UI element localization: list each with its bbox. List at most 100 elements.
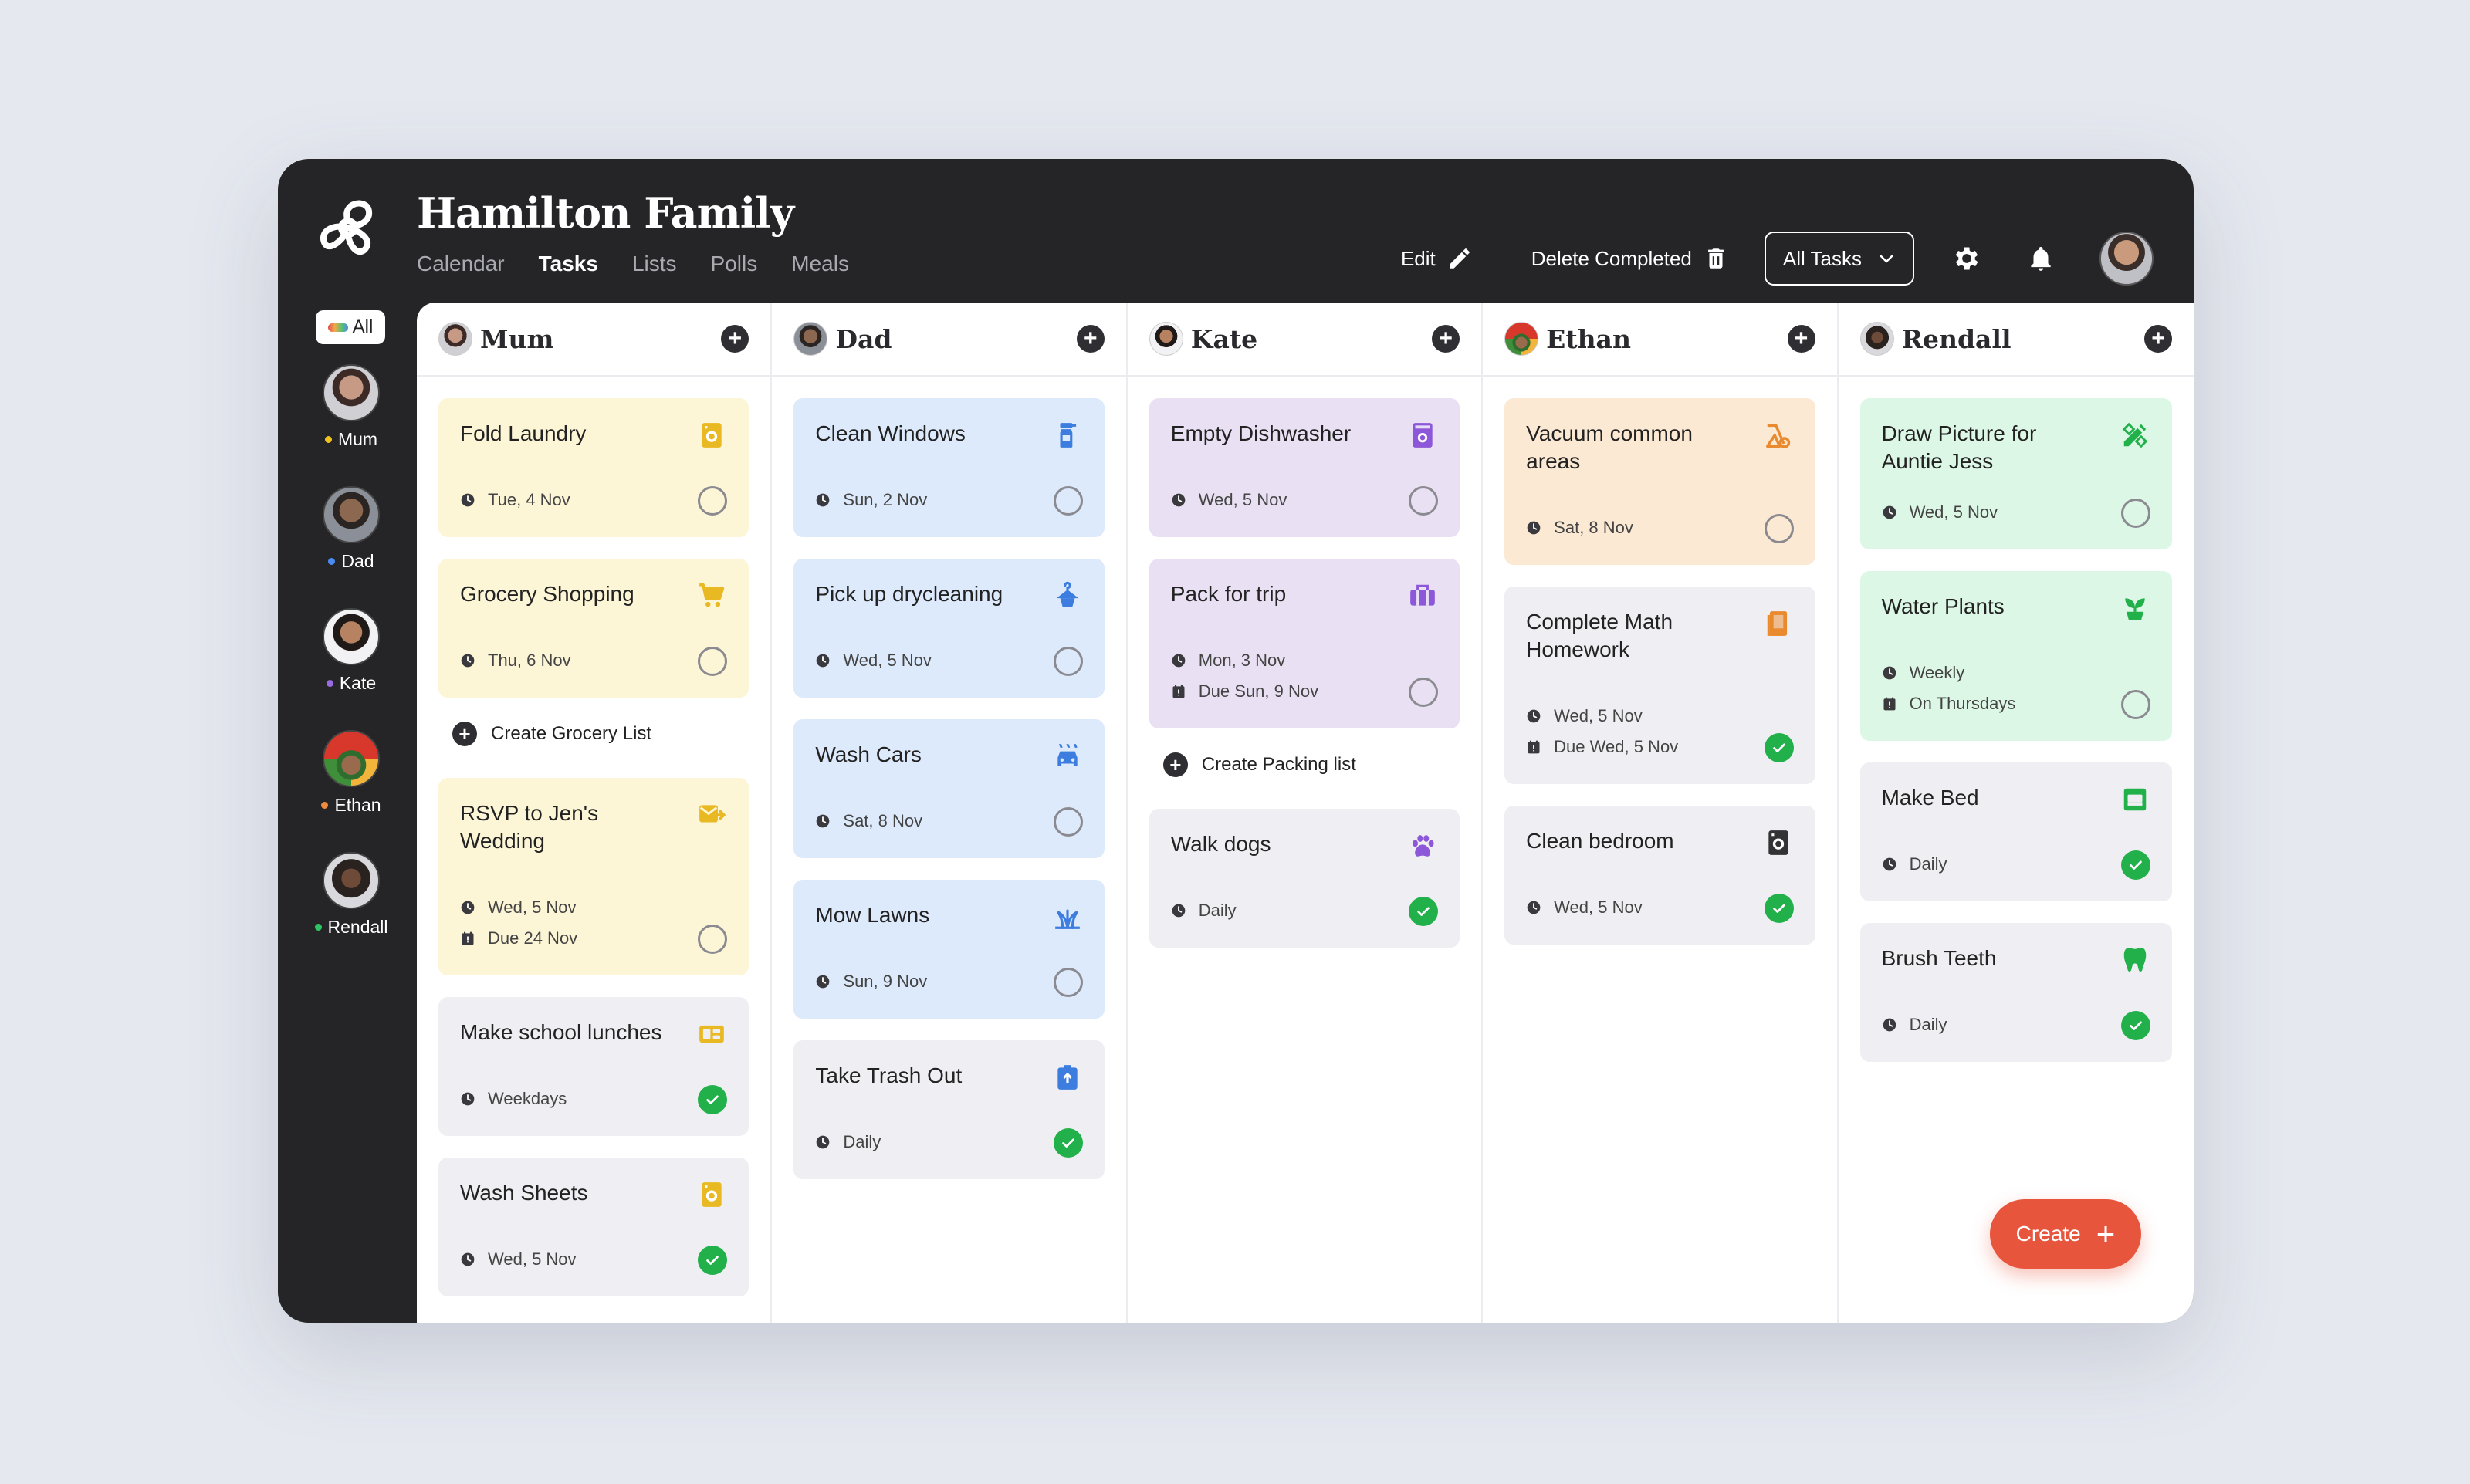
task-checkbox[interactable] [2120,850,2150,880]
task-card[interactable]: Make Bed Daily [1859,762,2172,901]
page-title: Hamilton Family [417,188,794,238]
task-checkbox[interactable] [1764,514,1794,543]
trash-icon [1707,248,1724,269]
add-task-button[interactable]: + [2143,325,2172,353]
create-list-link[interactable]: + Create Packing list [1162,742,1460,787]
settings-button[interactable] [1951,243,1982,274]
edit-label: Edit [1400,246,1436,270]
delete-completed-button[interactable]: Delete Completed [1531,245,1729,272]
sidebar-member-rendall[interactable]: Rendall [278,852,425,938]
task-meta-text: Mon, 3 Nov [1198,651,1286,670]
task-card[interactable]: Fold Laundry Tue, 4 Nov [438,398,749,537]
tab-calendar[interactable]: Calendar [417,252,505,276]
task-meta-text: Tue, 4 Nov [488,490,570,509]
task-card[interactable]: Clean bedroom Wed, 5 Nov [1504,806,1815,945]
task-checkbox[interactable] [1053,647,1083,676]
user-avatar[interactable] [2100,232,2154,286]
delete-completed-label: Delete Completed [1531,246,1692,270]
tab-meals[interactable]: Meals [791,252,849,276]
task-title: Empty Dishwasher [1170,421,1352,445]
member-name: Mum [337,429,378,449]
task-checkbox[interactable] [2120,499,2150,528]
task-checkbox[interactable] [1764,733,1794,762]
task-meta-row: Wed, 5 Nov [815,645,1082,676]
task-card[interactable]: Brush Teeth Daily [1859,923,2172,1062]
task-checkbox[interactable] [1764,894,1794,923]
task-card[interactable]: Mow Lawns Sun, 9 Nov [793,880,1105,1019]
task-meta: Tue, 4 Nov [460,485,727,516]
task-meta-text: Wed, 5 Nov [1198,490,1287,509]
task-checkbox[interactable] [1053,807,1083,837]
add-task-button[interactable]: + [1787,325,1815,353]
tab-polls[interactable]: Polls [710,252,758,276]
plus-icon: + [728,326,743,351]
member-color-dot [324,436,332,443]
task-card[interactable]: Wash Cars Sat, 8 Nov [793,719,1105,858]
sidebar-member-ethan[interactable]: Ethan [278,730,425,816]
task-meta-row: Daily [1882,1009,2150,1040]
task-checkbox[interactable] [2120,1011,2150,1040]
add-task-button[interactable]: + [1076,325,1105,353]
task-meta-row: Wed, 5 Nov [1171,485,1438,516]
task-meta: Thu, 6 Nov [460,645,727,676]
dishwasher-icon [1407,420,1438,451]
task-checkbox[interactable] [698,1246,728,1275]
task-checkbox[interactable] [1053,486,1083,516]
member-color-dot [314,924,322,931]
task-card[interactable]: Pick up drycleaning Wed, 5 Nov [793,559,1105,698]
avatar [323,852,380,909]
sidebar-member-dad[interactable]: Dad [278,486,425,572]
task-card[interactable]: Vacuum common areas Sat, 8 Nov [1504,398,1815,565]
add-task-button[interactable]: + [1432,325,1460,353]
task-checkbox[interactable] [698,1085,728,1114]
column-header: Ethan + [1483,303,1837,377]
task-meta-row: Sun, 2 Nov [815,485,1082,516]
task-meta: Sat, 8 Nov [1526,512,1793,543]
create-button[interactable]: Create + [1989,1199,2141,1269]
plus-icon: + [1084,326,1098,351]
task-checkbox[interactable] [698,647,728,676]
checkmark-icon [706,1256,719,1265]
task-checkbox[interactable] [1409,678,1439,707]
task-checkbox[interactable] [2120,690,2150,719]
create-list-link[interactable]: + Create Grocery List [452,712,749,756]
sidebar-member-mum[interactable]: Mum [278,364,425,450]
add-task-button[interactable]: + [721,325,749,353]
task-card[interactable]: RSVP to Jen's Wedding Wed, 5 Nov Due 24 N… [438,778,749,975]
task-card[interactable]: Wash Sheets Wed, 5 Nov [438,1158,749,1296]
task-checkbox[interactable] [1409,486,1439,516]
task-card[interactable]: Take Trash Out Daily [793,1040,1105,1179]
task-title: Draw Picture for Auntie Jess [1881,421,2037,473]
task-checkbox[interactable] [1053,1128,1083,1158]
task-board: Mum + Fold Laundry Tue, 4 Nov Grocery Sh… [417,303,2194,1323]
task-card[interactable]: Draw Picture for Auntie Jess Wed, 5 Nov [1859,398,2172,549]
task-card[interactable]: Complete Math Homework Wed, 5 Nov Due Wed… [1504,587,1815,784]
task-card[interactable]: Grocery Shopping Thu, 6 Nov [438,559,749,698]
task-checkbox[interactable] [1053,968,1083,997]
washing-machine-icon [696,420,727,451]
tab-lists[interactable]: Lists [631,252,677,276]
sidebar-member-kate[interactable]: Kate [278,608,425,694]
app-logo-icon[interactable] [313,193,383,262]
task-checkbox[interactable] [698,925,728,954]
task-meta-row: Due Wed, 5 Nov [1526,732,1793,762]
task-title: Fold Laundry [460,421,587,445]
member-name: Rendall [327,917,388,937]
filter-all-chip[interactable]: All [316,310,385,344]
edit-button[interactable]: Edit [1401,245,1473,272]
bell-icon [2031,246,2051,271]
tab-tasks[interactable]: Tasks [538,252,598,276]
task-card[interactable]: Walk dogs Daily [1149,809,1460,948]
task-card[interactable]: Empty Dishwasher Wed, 5 Nov [1149,398,1460,537]
task-checkbox[interactable] [698,486,728,516]
notifications-button[interactable] [2025,243,2056,274]
task-card[interactable]: Pack for trip Mon, 3 Nov Due Sun, 9 Nov [1149,559,1460,728]
task-card[interactable]: Clean Windows Sun, 2 Nov [793,398,1105,537]
task-card[interactable]: Water Plants Weekly On Thursdays [1859,571,2172,741]
clock-icon [1527,709,1541,723]
task-meta: Wed, 5 Nov [1882,497,2150,528]
task-meta-row: Wed, 5 Nov [1882,497,2150,528]
task-filter-dropdown[interactable]: All Tasks [1764,232,1914,286]
task-checkbox[interactable] [1409,897,1439,926]
task-card[interactable]: Make school lunches Weekdays [438,997,749,1136]
